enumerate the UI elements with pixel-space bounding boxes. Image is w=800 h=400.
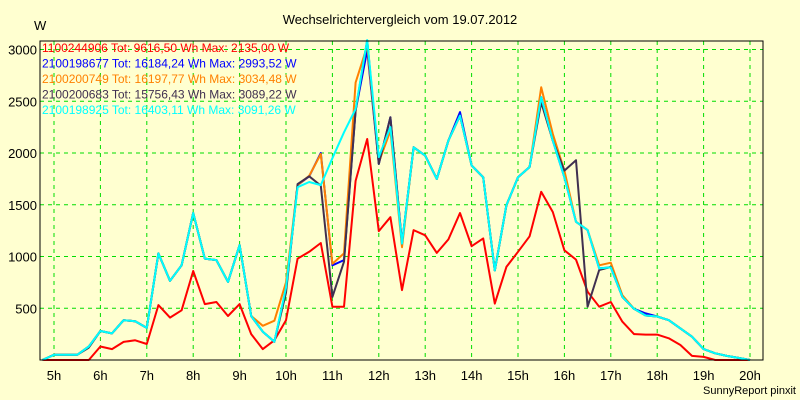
tick-labels: 500 1000 1500 2000 2500 3000 5h 6h 7h 8h 9h 10h 11h 1… (8, 43, 761, 384)
x-tick-label: 20h (739, 368, 761, 383)
legend-entry-1100244906: 1100244906 Tot: 9616,50 Wh Max: 2135,00 … (42, 41, 290, 55)
series-line-1100244906 (42, 138, 750, 361)
series-group (41, 39, 751, 361)
x-tick-label: 8h (186, 368, 200, 383)
y-tick-label: 1500 (8, 198, 37, 213)
x-tick-label: 15h (507, 368, 529, 383)
legend-entry-2100200683: 2100200683 Tot: 15756,43 Wh Max: 3089,22… (42, 88, 297, 102)
y-axis-label: W (34, 18, 47, 33)
legend-entry-2100198677: 2100198677 Tot: 16184,24 Wh Max: 2993,52… (42, 57, 297, 71)
x-tick-label: 10h (275, 368, 297, 383)
grid (40, 41, 763, 360)
x-tick-label: 19h (693, 368, 715, 383)
y-tick-label: 2500 (8, 94, 37, 109)
y-tick-label: 3000 (8, 43, 37, 58)
y-tick-label: 500 (15, 301, 37, 316)
credit-text: SunnyReport pinxit (703, 385, 796, 397)
legend-entry-2100198925: 2100198925 Tot: 16403,11 Wh Max: 3091,26… (42, 103, 296, 117)
x-tick-label: 18h (646, 368, 668, 383)
legend: 1100244906 Tot: 9616,50 Wh Max: 2135,00 … (42, 41, 297, 117)
chart-title: Wechselrichtervergleich vom 19.07.2012 (283, 12, 518, 27)
x-tick-label: 14h (461, 368, 483, 383)
x-tick-label: 7h (140, 368, 154, 383)
plot-frame (39, 40, 764, 361)
x-tick-label: 13h (414, 368, 436, 383)
legend-entry-2100200749: 2100200749 Tot: 16197,77 Wh Max: 3034,48… (42, 72, 297, 86)
y-tick-label: 1000 (8, 250, 37, 265)
x-tick-label: 17h (600, 368, 622, 383)
x-tick-label: 9h (232, 368, 246, 383)
x-tick-label: 12h (368, 368, 390, 383)
y-tick-label: 2000 (8, 146, 37, 161)
series-line-2100198925 (41, 39, 751, 361)
x-tick-label: 11h (322, 368, 343, 383)
x-tick-label: 5h (47, 368, 61, 383)
x-tick-label: 16h (554, 368, 576, 383)
x-tick-label: 6h (93, 368, 107, 383)
